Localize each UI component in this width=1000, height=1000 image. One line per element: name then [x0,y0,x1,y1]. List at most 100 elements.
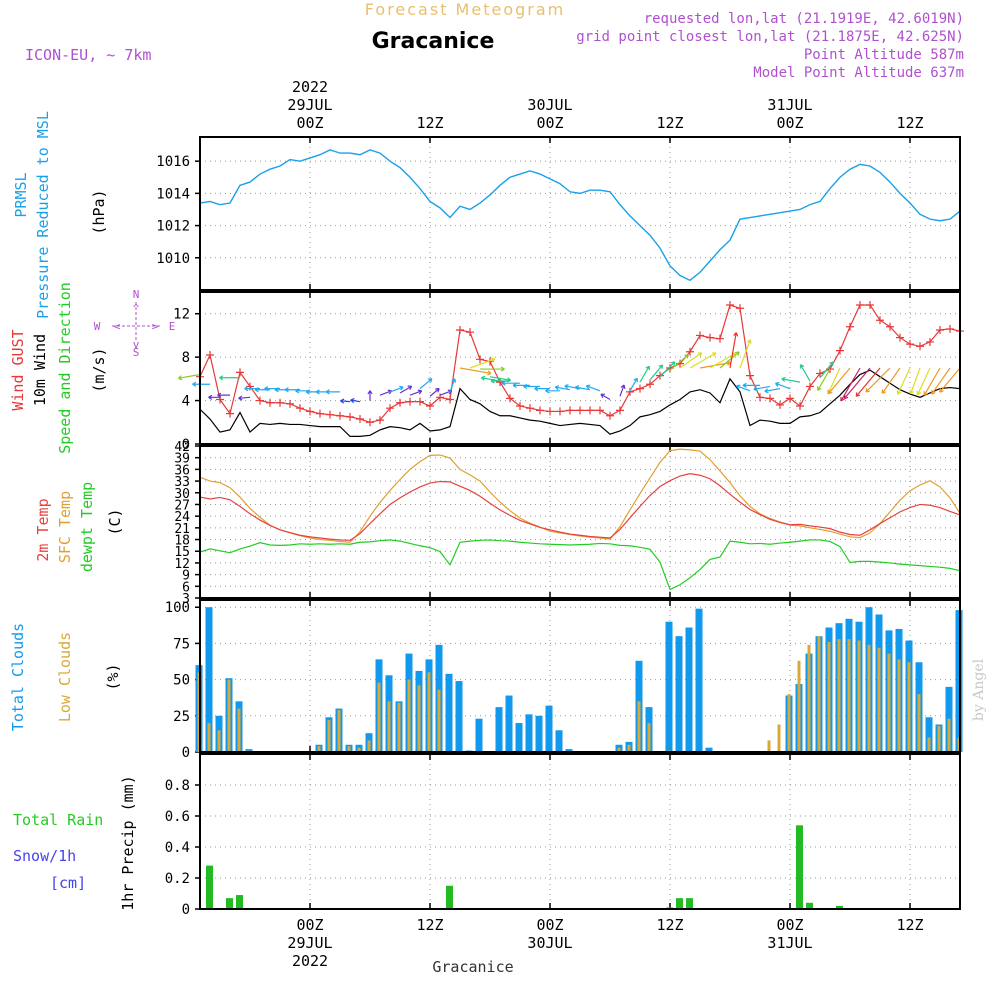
panel-clouds: 0 25 50 75 100 [165,599,963,761]
total-cloud-bar [515,723,523,752]
wind-arrow [501,380,520,386]
low-cloud-bar [847,639,851,752]
gust-point [506,394,514,403]
pressure-label-full: Pressure Reduced to MSL [34,111,52,319]
gust-point [766,394,774,403]
panels: 1010101210141016048123691215182124273033… [156,136,964,918]
low-cloud-bar [387,701,391,752]
low-cloud-bar [327,720,331,752]
wind-arrow [208,394,220,400]
wind-arrow [865,367,891,393]
ytick-label: 0.4 [165,840,190,856]
low-cloud-bar [437,689,441,752]
gust-point [916,342,924,351]
gust-point [376,416,384,425]
bottom-time-label: 30JUL [527,934,572,952]
low-cloud-bar [317,746,321,752]
model-label: ICON-EU, ~ 7km [25,46,151,64]
top-time-label: 00Z [776,114,803,132]
gust-point [576,406,584,415]
low-cloud-bar [927,737,931,752]
low-clouds-label: Low Clouds [56,632,74,722]
wind-arrow [600,393,611,401]
panel-pressure: 1010 1012 1014 1016 [156,136,961,291]
wind-arrow [843,367,871,400]
gust-point [936,326,944,334]
low-cloud-bar [797,660,801,752]
gridpoint-coords: grid point closest lon,lat (21.1875E, 42… [576,29,964,45]
low-cloud-bar [337,710,341,752]
wind-arrow [490,378,510,384]
gust-point [746,371,754,380]
gust-point [796,402,804,410]
gust-point [386,404,394,413]
total-cloud-bar [525,714,533,752]
compass-arrow-down: v [133,338,140,351]
total-cloud-bar [665,621,673,752]
total-cloud-bar [495,707,503,752]
ytick-label: 9 [182,569,190,584]
total-cloud-bar [685,627,693,752]
wind-arrow [764,388,781,394]
gust-point [406,397,414,406]
wind-arrow [545,388,560,394]
low-cloud-bar [237,708,241,752]
wind-arrow [192,381,210,387]
ytick-label: 3 [182,592,190,607]
wind-arrow [827,367,851,395]
low-cloud-bar [207,723,211,752]
ytick-label: 27 [174,498,190,513]
wind-arrow [729,332,739,369]
top-time-label: 2022 [292,78,328,96]
series-sfc-temp [199,448,961,543]
rain-bar [686,898,693,909]
ytick-label: 50 [173,673,190,689]
rain-bar [796,825,803,909]
pressure-label-prmsl: PRMSL [12,172,30,217]
gust-point [816,369,824,378]
ytick-label: 75 [173,636,190,652]
gust-point [446,395,454,404]
low-cloud-bar [637,701,641,752]
location-title: Gracanice [372,29,495,54]
wind-arrow [909,367,921,395]
total-cloud-bar [565,749,573,752]
wind-gust-label: Wind GUST [9,329,27,410]
top-time-label: 00Z [296,114,323,132]
top-time-label: 29JUL [287,96,332,114]
top-time-label: 00Z [536,114,563,132]
low-cloud-bar [827,641,831,752]
wind-arrow [238,395,251,401]
gust-point [326,410,334,419]
temp-unit: (C) [106,508,124,535]
gust-point [866,301,874,310]
wind-arrow [719,351,740,369]
wind-arrow [409,389,423,396]
snow-label: Snow/1h [13,847,76,865]
wind-arrow [896,367,911,395]
gust-point [356,415,364,424]
wind-arrow [840,367,861,402]
ytick-label: 21 [174,522,190,537]
ytick-label: 0 [182,745,190,761]
rain-bar [226,898,233,909]
low-cloud-bar [417,685,421,752]
total-cloud-bar [455,681,463,752]
wind-arrow [679,352,703,369]
panel-precipitation: 0 0.2 0.4 0.6 0.8 [165,753,961,918]
total-rain-label: Total Rain [13,811,103,829]
low-cloud-bar [217,730,221,752]
total-cloud-bar [205,607,213,752]
wind-arrow [429,387,440,397]
wind-arrow [916,367,931,396]
wind-arrow [564,383,581,390]
wind-arrow [449,378,457,393]
top-time-label: 31JUL [767,96,812,114]
low-cloud-bar [937,725,941,752]
wind-arrow [619,384,626,397]
total-clouds-label: Total Clouds [9,623,27,731]
ytick-label: 1012 [156,219,190,235]
ytick-label: 12 [173,307,190,323]
panel-frame [199,599,961,753]
